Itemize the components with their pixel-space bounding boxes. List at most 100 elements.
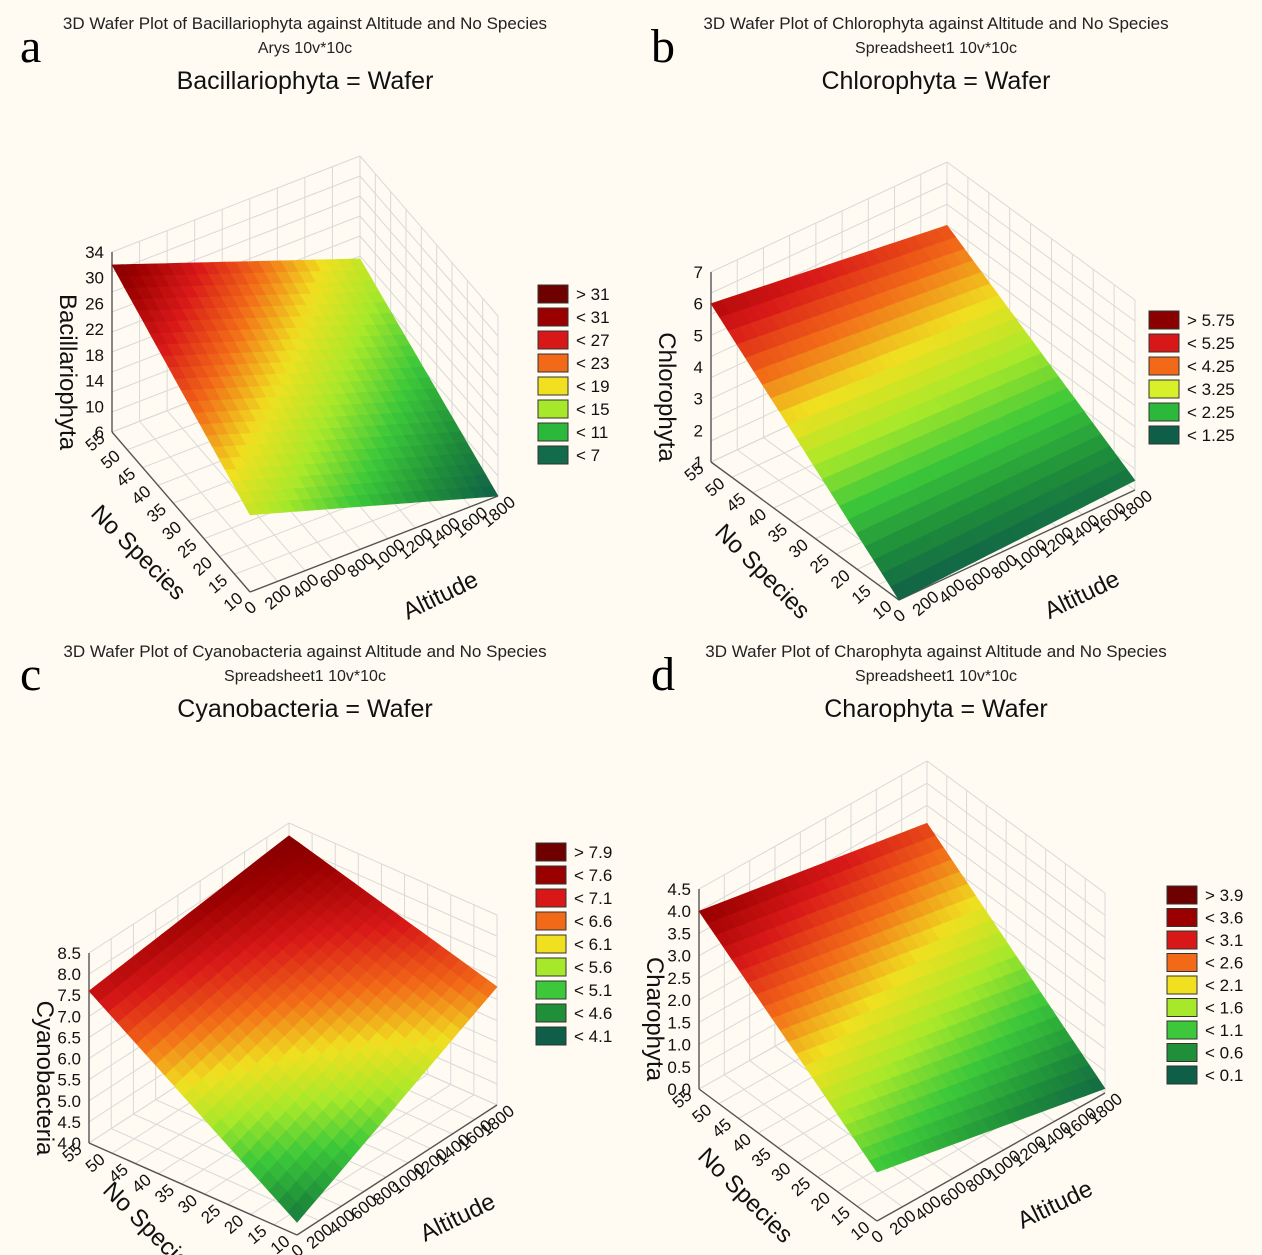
- z-tick-label: 2.0: [667, 991, 691, 1010]
- legend-label: < 5.6: [574, 958, 612, 977]
- chart-a: a 3D Wafer Plot of Bacillariophyta agains…: [20, 14, 610, 625]
- x-tick-label: 0: [868, 1226, 887, 1247]
- gridline: [359, 235, 499, 397]
- legend-label: > 7.9: [574, 843, 612, 862]
- legend: > 3.9 < 3.6 < 3.1 < 2.6 < 2.1 < 1.6 < 1.1 < 0.6…: [1166, 885, 1243, 1085]
- gridline: [359, 155, 499, 317]
- legend-label: < 3.1: [1205, 931, 1243, 950]
- z-tick-label: 2: [694, 421, 703, 440]
- legend-label: < 6.1: [574, 935, 612, 954]
- legend-swatch: [535, 957, 567, 977]
- gridline: [166, 410, 306, 571]
- legend-swatch: [537, 376, 569, 396]
- gridline: [710, 182, 948, 294]
- legend-label: < 4.1: [574, 1027, 612, 1046]
- legend-label: > 31: [576, 285, 610, 304]
- surface: [88, 835, 498, 1223]
- z-tick-label: 6: [694, 295, 703, 314]
- surface-cell: [916, 822, 936, 840]
- y-tick-label: 10: [267, 1232, 294, 1255]
- z-tick-label: 1.5: [667, 1013, 691, 1032]
- z-tick-label: 7.0: [57, 1007, 81, 1026]
- legend-label: < 11: [576, 423, 608, 442]
- chart-subtitle: Spreadsheet1 10v*10c: [855, 668, 1017, 685]
- surface-cell: [279, 835, 299, 851]
- legend-swatch: [1166, 975, 1198, 995]
- x-axis-label: Altitude: [1040, 565, 1124, 624]
- x-tick-label: 1800: [477, 1101, 518, 1140]
- legend-swatch: [537, 422, 569, 442]
- gridline: [111, 155, 361, 253]
- axis-line: [111, 431, 251, 593]
- axis-line: [876, 1092, 1106, 1222]
- gridline: [724, 1074, 903, 1208]
- gridline: [710, 161, 948, 273]
- chart-c: c 3D Wafer Plot of Cyanobacteria against …: [20, 642, 612, 1255]
- chart-b: b 3D Wafer Plot of Chlorophyta against Al…: [651, 14, 1235, 626]
- gridline: [359, 215, 499, 377]
- gridline: [926, 805, 1106, 938]
- legend-swatch: [537, 353, 569, 373]
- legend-label: < 4.6: [574, 1004, 612, 1023]
- x-axis-label: Altitude: [1013, 1175, 1097, 1234]
- z-tick-label: 3: [694, 390, 703, 409]
- z-tick-label: 26: [85, 294, 104, 313]
- gridline: [749, 1060, 928, 1193]
- z-tick-label: 22: [85, 320, 104, 339]
- panel-a: a 3D Wafer Plot of Bacillariophyta agains…: [0, 0, 631, 627]
- panel-d: d 3D Wafer Plot of Charophyta against Alt…: [631, 628, 1262, 1255]
- z-tick-label: 6: [95, 423, 104, 442]
- chart-title: 3D Wafer Plot of Charophyta against Alti…: [705, 642, 1166, 661]
- legend-swatch: [1166, 1020, 1198, 1040]
- surface: [698, 822, 1106, 1173]
- z-tick-label: 4.0: [57, 1134, 81, 1153]
- y-tick-label: 20: [827, 566, 854, 593]
- legend-swatch: [535, 865, 567, 885]
- y-axis-label: No Species: [85, 500, 191, 606]
- z-tick-label: 2.5: [667, 969, 691, 988]
- y-tick-label: 15: [827, 1203, 854, 1230]
- legend: > 5.75 < 5.25 < 4.25 < 3.25 < 2.25 < 1.25: [1148, 310, 1235, 445]
- gridline: [926, 827, 1106, 961]
- y-tick-label: 45: [708, 1115, 735, 1142]
- legend-swatch: [535, 1026, 567, 1046]
- y-tick-label: 20: [807, 1188, 834, 1215]
- legend-label: < 1.1: [1205, 1021, 1243, 1040]
- z-tick-label: 30: [85, 269, 104, 288]
- z-ticks: 0.0 0.5 1.0 1.5 2.0 2.5 3.0 3.5 4.0 4.5: [667, 880, 691, 1099]
- x-axis-label: Altitude: [399, 566, 483, 625]
- z-tick-label: 5.0: [57, 1092, 81, 1111]
- z-ticks: 1 2 3 4 5 6 7: [694, 263, 703, 472]
- panel-letter: c: [20, 648, 41, 701]
- legend-swatch: [1148, 402, 1180, 422]
- legend-swatch: [537, 307, 569, 327]
- z-tick-label: 4.0: [667, 902, 691, 921]
- chart-subtitle: Arys 10v*10c: [258, 40, 352, 57]
- surface-cell: [348, 258, 367, 271]
- legend-swatch: [535, 1003, 567, 1023]
- legend-label: > 5.75: [1187, 311, 1235, 330]
- axis-line: [88, 1142, 298, 1236]
- panel-letter: a: [20, 20, 41, 73]
- gridline: [359, 255, 499, 417]
- z-tick-label: 3.0: [667, 947, 691, 966]
- z-tick-label: 8.0: [57, 965, 81, 984]
- legend-swatch: [537, 399, 569, 419]
- panel-b: b 3D Wafer Plot of Chlorophyta against Al…: [631, 0, 1262, 627]
- z-tick-label: 4.5: [57, 1113, 81, 1132]
- z-tick-label: 6.0: [57, 1050, 81, 1069]
- gridline: [288, 822, 498, 916]
- x-tick-label: 0: [890, 605, 909, 626]
- surface-cell: [935, 224, 956, 241]
- gridline: [139, 421, 278, 582]
- chart-heading: Bacillariophyta = Wafer: [177, 67, 434, 95]
- legend-label: < 0.1: [1205, 1066, 1243, 1085]
- y-tick-label: 55: [681, 459, 708, 486]
- x-tick-label: 1800: [1115, 486, 1156, 525]
- chart-d: d 3D Wafer Plot of Charophyta against Alt…: [641, 642, 1243, 1249]
- z-axis-label: Cyanobacteria: [31, 1001, 58, 1156]
- chart-heading: Cyanobacteria = Wafer: [177, 695, 432, 723]
- z-tick-label: 5: [694, 326, 703, 345]
- z-ticks: 6 10 14 18 22 26 30 34: [85, 243, 104, 442]
- legend-swatch: [1148, 310, 1180, 330]
